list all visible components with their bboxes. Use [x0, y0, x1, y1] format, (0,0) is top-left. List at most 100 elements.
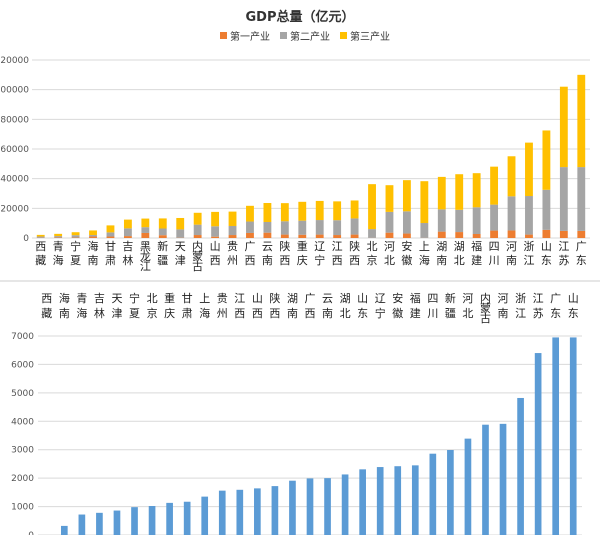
y-tick-label: 0 — [28, 531, 34, 535]
y-tick-label: 60000 — [0, 145, 29, 155]
x-category-label: 贵州 — [227, 240, 238, 267]
bar-segment — [472, 173, 481, 208]
bar — [394, 466, 402, 535]
bar — [78, 514, 86, 535]
bar-segment — [54, 236, 63, 238]
bar — [60, 525, 68, 535]
bar-segment — [193, 235, 202, 238]
bar-segment — [350, 234, 359, 238]
legend-label-secondary: 第二产业 — [290, 32, 330, 43]
x-category-label: 内蒙古 — [480, 291, 491, 325]
bar — [183, 501, 191, 535]
bar-segment — [437, 209, 446, 232]
x-category-label: 河南 — [498, 292, 509, 320]
bar-segment — [333, 220, 342, 236]
bar-segment — [71, 235, 80, 238]
bar-segment — [123, 219, 132, 229]
bar-segment — [280, 203, 289, 222]
bar-segment — [106, 232, 115, 237]
bar — [429, 453, 437, 535]
bar-segment — [437, 231, 446, 238]
y-tick-label: 4000 — [11, 417, 34, 427]
x-category-label: 江苏 — [533, 292, 544, 320]
y-tick-label: 40000 — [0, 175, 29, 185]
bar — [517, 397, 524, 535]
bar — [148, 506, 156, 535]
bar-segment — [507, 230, 516, 238]
bar-segment — [577, 74, 586, 168]
bar-segment — [490, 166, 499, 205]
x-category-label: 安徽 — [392, 291, 403, 320]
y-tick-label: 0 — [23, 234, 29, 244]
x-category-label: 陕西 — [269, 291, 280, 320]
legend-swatch-secondary — [280, 32, 287, 39]
bar-segment — [472, 207, 481, 234]
bar — [96, 512, 103, 535]
legend-item-primary: 第一产业 — [220, 28, 270, 43]
bar-segment — [246, 205, 254, 222]
x-category-label: 河北 — [384, 240, 395, 267]
bar-segment — [315, 234, 324, 238]
x-category-label: 江西 — [332, 240, 343, 267]
bar-segment — [315, 220, 324, 235]
legend-swatch-primary — [220, 32, 227, 39]
bar — [482, 424, 489, 535]
x-category-label: 陕西 — [349, 239, 360, 267]
bar-segment — [54, 233, 63, 237]
x-category-label: 广东 — [550, 292, 561, 320]
x-category-label: 山东 — [541, 240, 552, 267]
bar-segment — [368, 184, 376, 230]
bar — [464, 438, 472, 535]
x-category-label: 福建 — [471, 239, 482, 267]
bar-segment — [263, 232, 272, 238]
bar-segment — [333, 235, 342, 238]
bar-segment — [71, 232, 80, 236]
bar-segment — [246, 232, 254, 238]
bar-segment — [89, 235, 97, 237]
bar-segment — [350, 218, 359, 235]
bar-segment — [141, 227, 150, 233]
bar-segment — [577, 230, 586, 238]
bar-segment — [211, 226, 220, 237]
bar-segment — [280, 221, 289, 235]
bar-segment — [507, 196, 516, 231]
bar — [131, 507, 138, 535]
x-category-label: 西藏 — [35, 240, 46, 267]
bar-segment — [89, 230, 97, 236]
x-category-label: 湖南 — [287, 292, 298, 320]
bar-segment — [402, 211, 411, 234]
bar-segment — [228, 211, 237, 226]
x-category-label: 山西 — [210, 240, 221, 267]
x-category-label: 吉林 — [94, 292, 105, 320]
x-category-label: 重庆 — [164, 291, 175, 320]
bar — [411, 465, 419, 535]
bar-segment — [158, 235, 167, 238]
bar — [341, 474, 349, 535]
bar-segment — [158, 218, 167, 229]
bar-segment — [263, 202, 272, 222]
bar-segment — [333, 201, 342, 221]
bar — [324, 478, 331, 535]
bar — [499, 423, 507, 535]
x-category-label: 甘肃 — [182, 292, 193, 320]
x-category-label: 河南 — [506, 240, 517, 267]
bar-segment — [315, 200, 324, 221]
bar-segment — [402, 180, 411, 212]
bar — [534, 353, 542, 535]
legend-swatch-tertiary — [340, 32, 347, 39]
bar-segment — [193, 224, 202, 236]
x-category-label: 青海 — [76, 292, 87, 320]
bar — [289, 480, 296, 535]
bar-segment — [246, 221, 254, 233]
y-tick-label: 3000 — [11, 446, 34, 456]
x-category-label: 云南 — [262, 240, 273, 267]
legend-item-secondary: 第二产业 — [280, 28, 330, 43]
bar-segment — [455, 232, 464, 238]
x-category-label: 湖北 — [340, 292, 351, 320]
bar-segment — [437, 176, 446, 210]
x-category-label: 上海 — [419, 240, 430, 267]
bar-segment — [211, 211, 220, 227]
x-category-label: 广东 — [576, 240, 587, 267]
bar-segment — [228, 235, 237, 238]
